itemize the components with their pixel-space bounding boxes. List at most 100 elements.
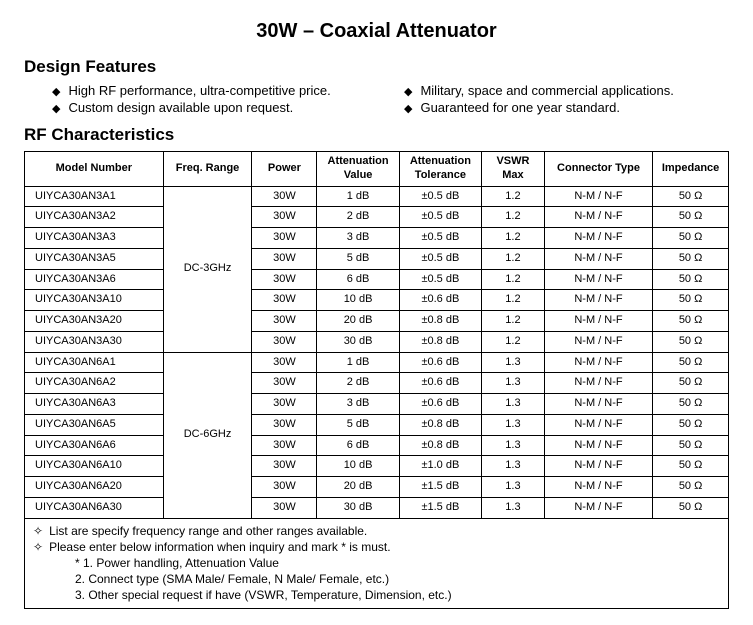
features-list: High RF performance, ultra-competitive p…	[52, 83, 729, 115]
cell-vswr-max: 1.2	[482, 269, 545, 290]
cell-attenuation-tolerance: ±1.0 dB	[399, 456, 481, 477]
cell-connector-type: N-M / N-F	[544, 435, 652, 456]
cell-impedance: 50 Ω	[653, 414, 729, 435]
cell-connector-type: N-M / N-F	[544, 352, 652, 373]
table-row: UIYCA30AN6A20 30W20 dB±1.5 dB1.3N-M / N-F…	[25, 477, 729, 498]
cell-vswr-max: 1.2	[482, 331, 545, 352]
table-row: UIYCA30AN3A230W2 dB±0.5 dB1.2N-M / N-F50…	[25, 207, 729, 228]
cell-attenuation-value: 6 dB	[317, 435, 399, 456]
cell-vswr-max: 1.2	[482, 248, 545, 269]
cell-connector-type: N-M / N-F	[544, 414, 652, 435]
cell-vswr-max: 1.3	[482, 352, 545, 373]
feature-item: High RF performance, ultra-competitive p…	[52, 83, 392, 98]
table-row: UIYCA30AN6A630W6 dB±0.8 dB1.3N-M / N-F50…	[25, 435, 729, 456]
cell-vswr-max: 1.3	[482, 477, 545, 498]
col-freq-range: Freq. Range	[163, 152, 252, 187]
cell-attenuation-tolerance: ±1.5 dB	[399, 497, 481, 518]
cell-power: 30W	[252, 497, 317, 518]
cell-attenuation-value: 2 dB	[317, 373, 399, 394]
cell-power: 30W	[252, 477, 317, 498]
table-row: UIYCA30AN6A330W3 dB±0.6 dB1.3N-M / N-F50…	[25, 394, 729, 415]
cell-model-number: UIYCA30AN3A30	[25, 331, 164, 352]
table-row: UIYCA30AN3A530W5 dB±0.5 dB1.2N-M / N-F50…	[25, 248, 729, 269]
cell-attenuation-tolerance: ±0.8 dB	[399, 331, 481, 352]
cell-impedance: 50 Ω	[653, 228, 729, 249]
cell-impedance: 50 Ω	[653, 269, 729, 290]
footer-line-5: 3. Other special request if have (VSWR, …	[75, 588, 722, 603]
cell-connector-type: N-M / N-F	[544, 331, 652, 352]
rf-characteristics-heading: RF Characteristics	[24, 125, 729, 145]
cell-connector-type: N-M / N-F	[544, 373, 652, 394]
cell-power: 30W	[252, 394, 317, 415]
cell-vswr-max: 1.3	[482, 497, 545, 518]
cell-impedance: 50 Ω	[653, 207, 729, 228]
feature-item: Custom design available upon request.	[52, 100, 392, 115]
table-row: UIYCA30AN6A530W5 dB±0.8 dB1.3N-M / N-F50…	[25, 414, 729, 435]
cell-attenuation-value: 20 dB	[317, 477, 399, 498]
cell-attenuation-value: 1 dB	[317, 186, 399, 207]
cell-impedance: 50 Ω	[653, 435, 729, 456]
cell-model-number: UIYCA30AN6A20	[25, 477, 164, 498]
cell-impedance: 50 Ω	[653, 456, 729, 477]
cell-power: 30W	[252, 311, 317, 332]
cell-freq-range: DC-6GHz	[163, 352, 252, 518]
col-attenuation-value: Attenuation Value	[317, 152, 399, 187]
col-impedance: Impedance	[653, 152, 729, 187]
cell-impedance: 50 Ω	[653, 352, 729, 373]
cell-attenuation-value: 1 dB	[317, 352, 399, 373]
cell-power: 30W	[252, 207, 317, 228]
cell-model-number: UIYCA30AN6A5	[25, 414, 164, 435]
cell-connector-type: N-M / N-F	[544, 248, 652, 269]
cell-connector-type: N-M / N-F	[544, 477, 652, 498]
cell-model-number: UIYCA30AN6A6	[25, 435, 164, 456]
table-row: UIYCA30AN6A1030W10 dB±1.0 dB1.3N-M / N-F…	[25, 456, 729, 477]
cell-impedance: 50 Ω	[653, 331, 729, 352]
cell-model-number: UIYCA30AN3A6	[25, 269, 164, 290]
cell-attenuation-value: 30 dB	[317, 497, 399, 518]
footer-line-4: 2. Connect type (SMA Male/ Female, N Mal…	[75, 572, 722, 587]
cell-attenuation-value: 5 dB	[317, 414, 399, 435]
table-row: UIYCA30AN6A230W2 dB±0.6 dB1.3N-M / N-F50…	[25, 373, 729, 394]
footer-line-1: List are specify frequency range and oth…	[49, 524, 367, 538]
cell-model-number: UIYCA30AN6A3	[25, 394, 164, 415]
cell-connector-type: N-M / N-F	[544, 290, 652, 311]
cell-power: 30W	[252, 414, 317, 435]
table-row: UIYCA30AN3A630W6 dB±0.5 dB1.2N-M / N-F50…	[25, 269, 729, 290]
cell-connector-type: N-M / N-F	[544, 269, 652, 290]
cell-power: 30W	[252, 248, 317, 269]
cell-model-number: UIYCA30AN3A20	[25, 311, 164, 332]
design-features-heading: Design Features	[24, 57, 729, 77]
diamond-icon: ✧	[33, 540, 43, 554]
cell-power: 30W	[252, 456, 317, 477]
table-row: UIYCA30AN6A3030W30 dB±1.5 dB1.3N-M / N-F…	[25, 497, 729, 518]
cell-connector-type: N-M / N-F	[544, 311, 652, 332]
cell-vswr-max: 1.2	[482, 311, 545, 332]
table-row: UIYCA30AN3A1030W10 dB±0.6 dB1.2N-M / N-F…	[25, 290, 729, 311]
cell-impedance: 50 Ω	[653, 394, 729, 415]
cell-attenuation-tolerance: ±0.5 dB	[399, 228, 481, 249]
cell-attenuation-tolerance: ±0.8 dB	[399, 435, 481, 456]
cell-vswr-max: 1.2	[482, 228, 545, 249]
cell-attenuation-value: 5 dB	[317, 248, 399, 269]
cell-attenuation-tolerance: ±0.6 dB	[399, 373, 481, 394]
cell-impedance: 50 Ω	[653, 186, 729, 207]
cell-power: 30W	[252, 331, 317, 352]
cell-model-number: UIYCA30AN6A1	[25, 352, 164, 373]
feature-item: Guaranteed for one year standard.	[404, 100, 729, 115]
cell-attenuation-tolerance: ±0.6 dB	[399, 394, 481, 415]
cell-attenuation-value: 2 dB	[317, 207, 399, 228]
cell-attenuation-tolerance: ±0.6 dB	[399, 290, 481, 311]
cell-attenuation-value: 30 dB	[317, 331, 399, 352]
cell-connector-type: N-M / N-F	[544, 456, 652, 477]
table-header-row: Model Number Freq. Range Power Attenuati…	[25, 152, 729, 187]
cell-connector-type: N-M / N-F	[544, 207, 652, 228]
cell-attenuation-value: 3 dB	[317, 228, 399, 249]
col-connector-type: Connector Type	[544, 152, 652, 187]
cell-attenuation-tolerance: ±1.5 dB	[399, 477, 481, 498]
cell-impedance: 50 Ω	[653, 248, 729, 269]
feature-item: Military, space and commercial applicati…	[404, 83, 729, 98]
col-vswr-max: VSWR Max	[482, 152, 545, 187]
cell-power: 30W	[252, 186, 317, 207]
footer-line-3: * 1. Power handling, Attenuation Value	[75, 556, 722, 571]
cell-model-number: UIYCA30AN6A2	[25, 373, 164, 394]
